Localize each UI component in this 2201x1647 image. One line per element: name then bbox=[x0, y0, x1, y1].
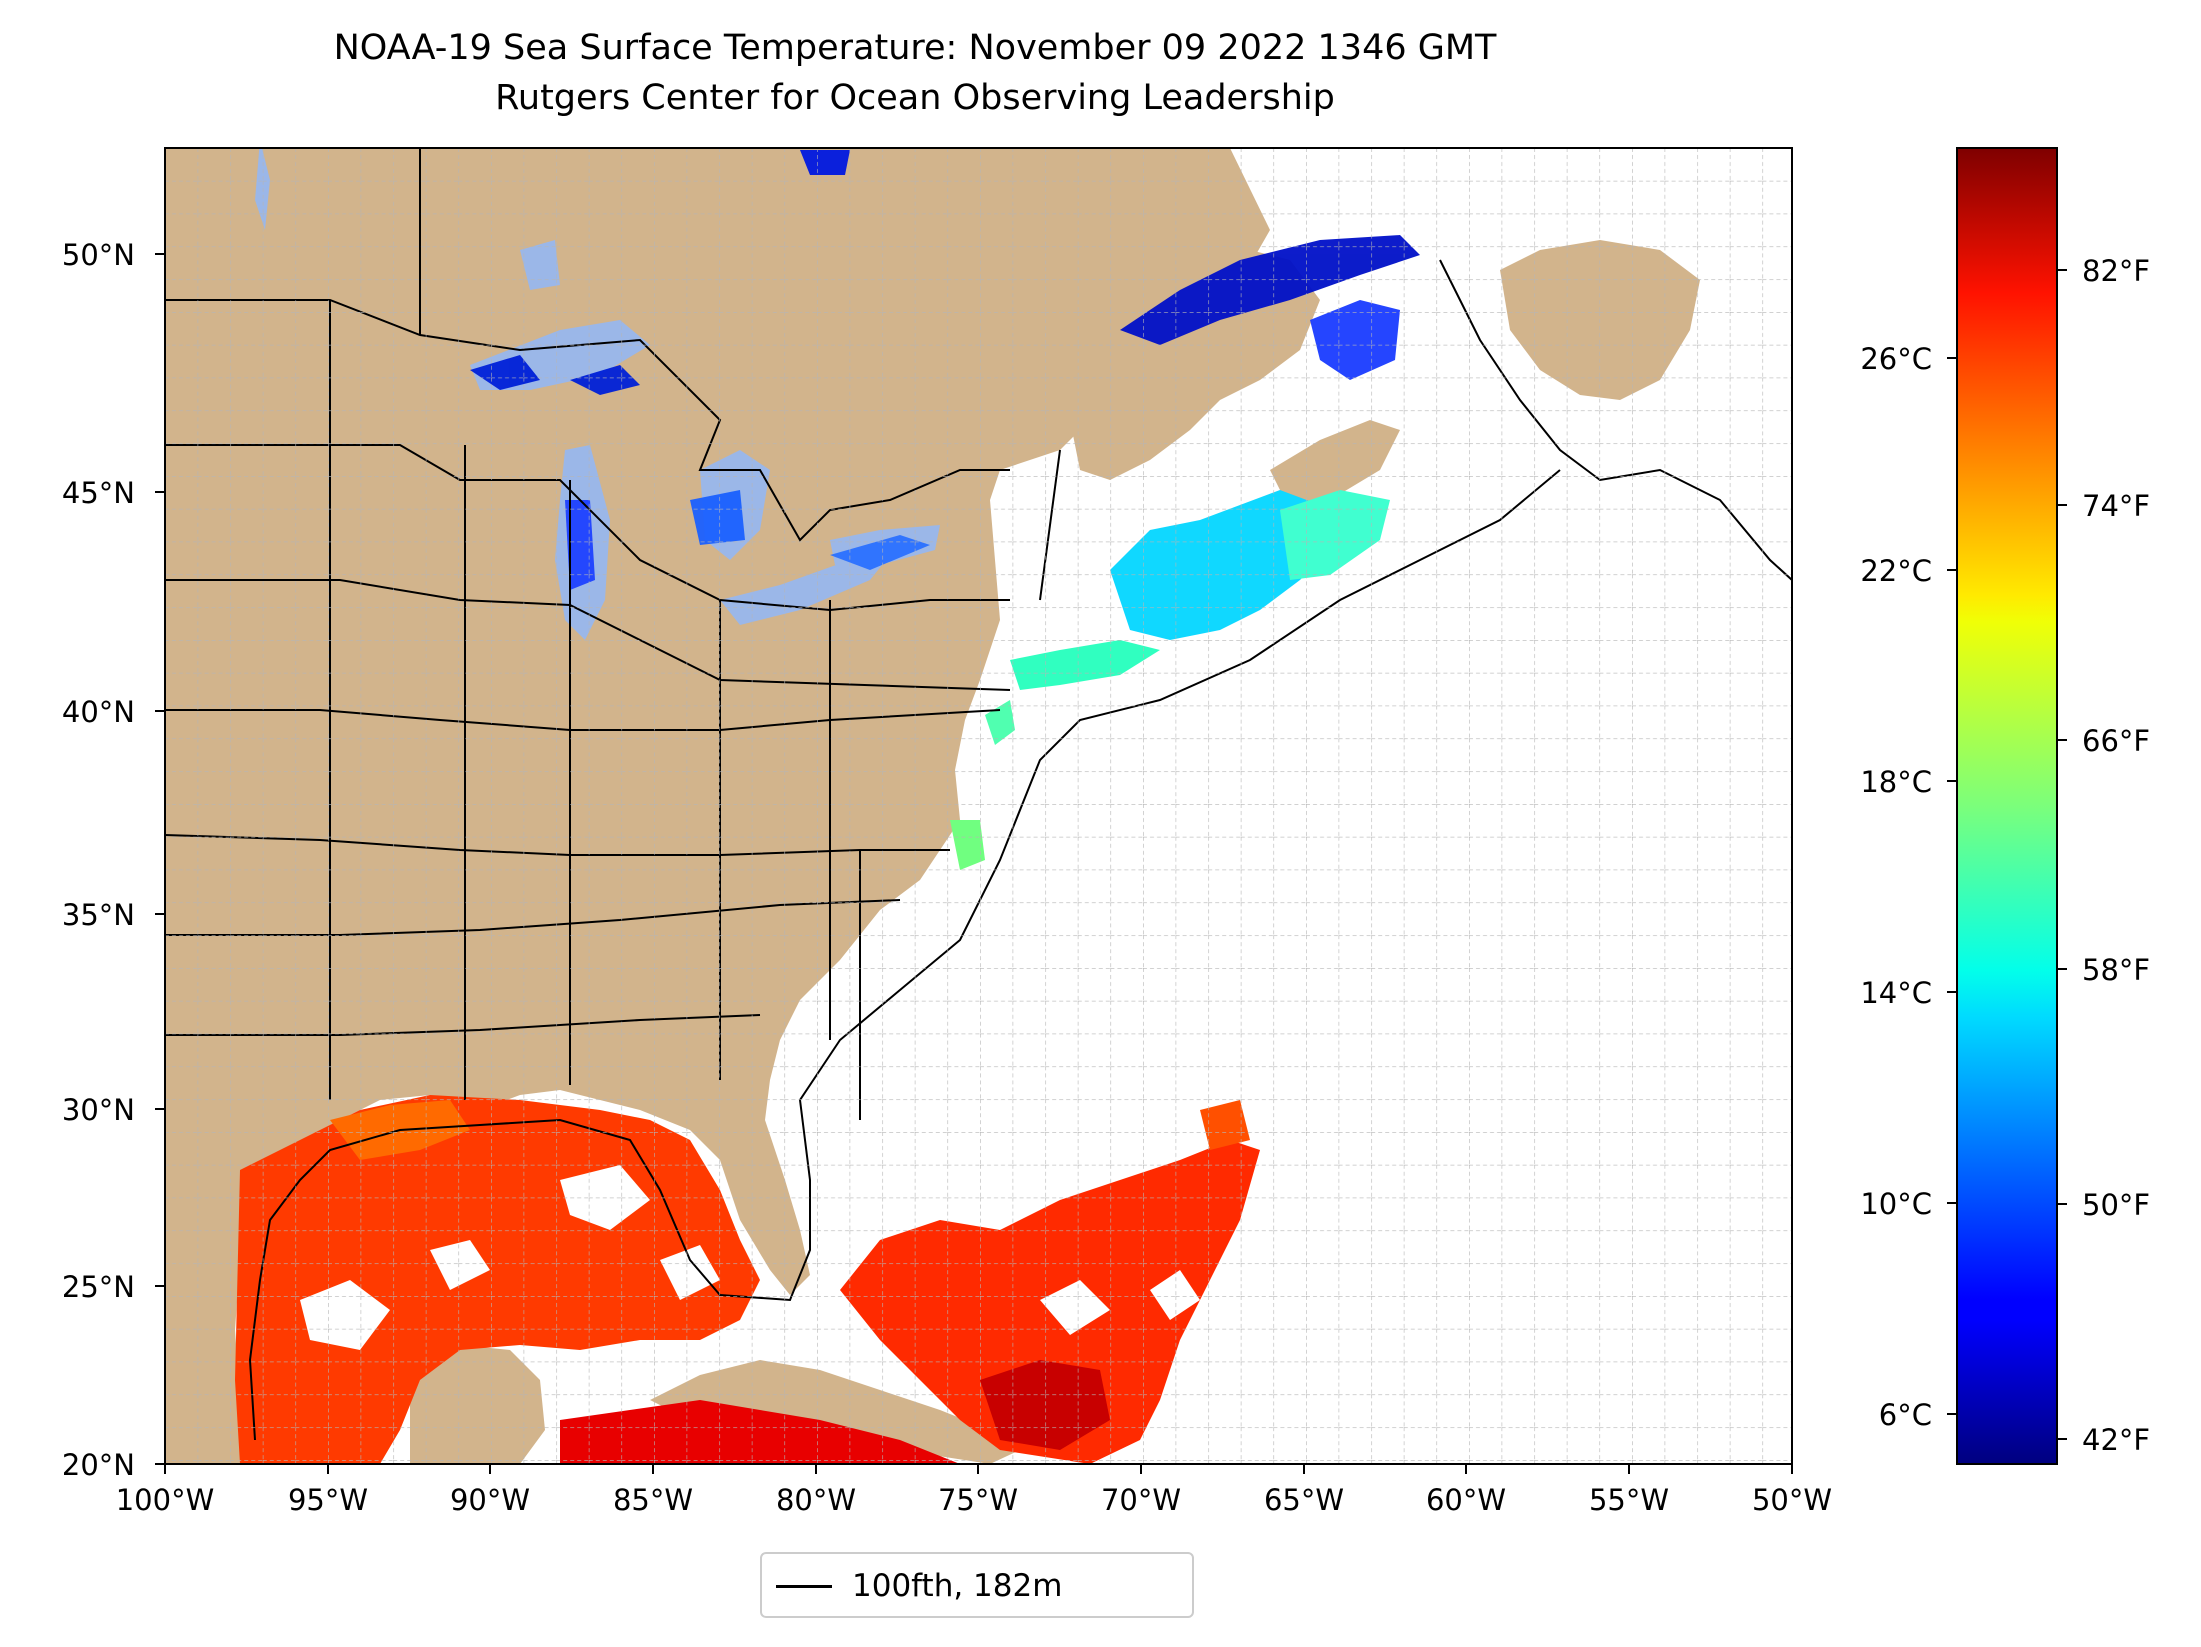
legend-line-swatch bbox=[776, 1585, 832, 1588]
lon-tick-label: 75°W bbox=[938, 1483, 1018, 1517]
lat-tick-label: 25°N bbox=[62, 1270, 135, 1304]
celsius-tick-label: 22°C bbox=[1860, 554, 1932, 588]
lat-tick-label: 35°N bbox=[62, 898, 135, 932]
lon-ticks: 100°W 95°W 90°W 85°W 80°W 75°W 70°W 65°W… bbox=[116, 1464, 1832, 1517]
lon-tick-label: 60°W bbox=[1426, 1483, 1506, 1517]
fahrenheit-tick-label: 50°F bbox=[2082, 1188, 2150, 1222]
fahrenheit-tick-label: 58°F bbox=[2082, 953, 2150, 987]
map-gridlines bbox=[165, 148, 1792, 1464]
lon-tick-label: 50°W bbox=[1752, 1483, 1832, 1517]
lat-ticks: 20°N 25°N 30°N 35°N 40°N 45°N 50°N bbox=[62, 238, 165, 1482]
lon-tick-label: 80°W bbox=[776, 1483, 856, 1517]
legend-label: 100fth, 182m bbox=[852, 1568, 1063, 1604]
celsius-tick-label: 18°C bbox=[1860, 765, 1932, 799]
celsius-tick-label: 26°C bbox=[1860, 342, 1932, 376]
lon-tick-label: 95°W bbox=[288, 1483, 368, 1517]
map-area bbox=[165, 148, 1792, 1464]
legend: 100fth, 182m bbox=[760, 1552, 1194, 1618]
fahrenheit-tick-label: 42°F bbox=[2082, 1423, 2150, 1457]
lat-tick-label: 45°N bbox=[62, 476, 135, 510]
lon-tick-label: 70°W bbox=[1101, 1483, 1181, 1517]
lat-tick-label: 40°N bbox=[62, 695, 135, 729]
map-title: NOAA-19 Sea Surface Temperature: Novembe… bbox=[333, 28, 1497, 68]
celsius-tick-label: 10°C bbox=[1860, 1187, 1932, 1221]
lat-tick-label: 50°N bbox=[62, 238, 135, 272]
lat-tick-label: 20°N bbox=[62, 1448, 135, 1482]
celsius-tick-label: 6°C bbox=[1879, 1398, 1932, 1432]
lon-tick-label: 100°W bbox=[116, 1483, 215, 1517]
lon-tick-label: 85°W bbox=[613, 1483, 693, 1517]
fahrenheit-tick-label: 74°F bbox=[2082, 489, 2150, 523]
fahrenheit-tick-label: 66°F bbox=[2082, 724, 2150, 758]
celsius-tick-label: 14°C bbox=[1860, 976, 1932, 1010]
lon-tick-label: 90°W bbox=[450, 1483, 530, 1517]
colorbar-gradient bbox=[1956, 147, 2058, 1465]
lon-tick-label: 65°W bbox=[1264, 1483, 1344, 1517]
lat-tick-label: 30°N bbox=[62, 1093, 135, 1127]
map-subtitle: Rutgers Center for Ocean Observing Leade… bbox=[495, 78, 1335, 118]
fahrenheit-tick-label: 82°F bbox=[2082, 254, 2150, 288]
lon-tick-label: 55°W bbox=[1589, 1483, 1669, 1517]
colorbar: 26°C 22°C 18°C 14°C 10°C 6°C 82°F 74°F 6… bbox=[1860, 147, 2150, 1465]
